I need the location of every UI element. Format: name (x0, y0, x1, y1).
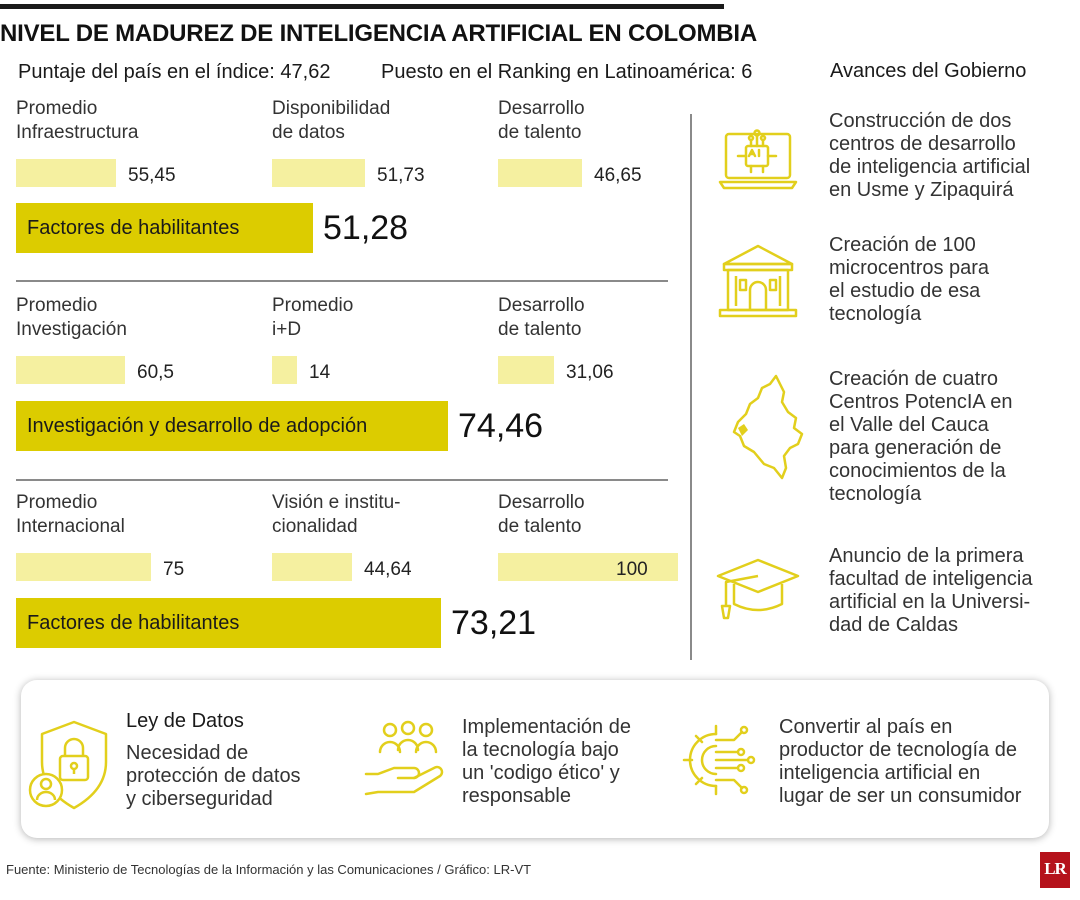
government-item-4: Anuncio de la primera facultad de inteli… (829, 545, 1033, 636)
total-bar: Investigación y desarrollo de adopción (16, 401, 448, 451)
country-score: Puntaje del país en el índice: 47,62 (18, 61, 331, 83)
item-bar (498, 159, 582, 187)
producer-text: Convertir al país en productor de tecnol… (779, 716, 1022, 807)
item-value: 60,5 (137, 362, 174, 383)
government-item-2: Creación de 100 microcentros para el est… (829, 234, 990, 325)
item-label: Desarrollo de talento (498, 98, 585, 143)
item-label: Promedio Internacional (16, 492, 125, 537)
item-value: 31,06 (566, 362, 614, 383)
data-protection-icon (28, 720, 108, 810)
item-label: Promedio Investigación (16, 295, 127, 340)
graduation-cap-icon (716, 558, 800, 620)
group-divider (16, 479, 668, 481)
total-label: Factores de habilitantes (27, 217, 240, 239)
total-value: 51,28 (323, 209, 409, 247)
policy-panel (21, 680, 1049, 838)
lr-logo: LR (1040, 852, 1070, 888)
item-label: Visión e institu- cionalidad (272, 492, 401, 537)
total-bar: Factores de habilitantes (16, 203, 313, 253)
item-label: Promedio Infraestructura (16, 98, 139, 143)
ethics-text: Implementación de la tecnología bajo un … (462, 716, 631, 807)
top-rule (0, 4, 724, 9)
item-bar (16, 356, 125, 384)
item-bar (16, 159, 116, 187)
item-label: Desarrollo de talento (498, 295, 585, 340)
item-value: 14 (309, 362, 331, 383)
item-bar (498, 356, 554, 384)
item-bar (498, 553, 678, 581)
item-bar (272, 356, 297, 384)
tech-producer-gear-icon (682, 724, 756, 796)
law-title: Ley de Datos (126, 710, 244, 732)
page-title: NIVEL DE MADUREZ DE INTELIGENCIA ARTIFIC… (0, 20, 758, 47)
total-label: Factores de habilitantes (27, 612, 240, 634)
item-value: 51,73 (377, 165, 425, 186)
government-title: Avances del Gobierno (830, 60, 1027, 82)
law-text: Necesidad de protección de datos y ciber… (126, 742, 301, 810)
source-note: Fuente: Ministerio de Tecnologías de la … (6, 862, 532, 877)
group-divider (16, 280, 668, 282)
item-label: Desarrollo de talento (498, 492, 585, 537)
government-item-1: Construcción de dos centros de desarroll… (829, 110, 1031, 201)
total-value: 74,46 (458, 407, 544, 445)
total-bar: Factores de habilitantes (16, 598, 441, 648)
column-divider (690, 114, 692, 660)
item-bar (16, 553, 151, 581)
item-value: 44,64 (364, 559, 412, 580)
item-bar (272, 159, 365, 187)
item-label: Disponibilidad de datos (272, 98, 391, 143)
item-value: 46,65 (594, 165, 642, 186)
item-label: Promedio i+D (272, 295, 354, 340)
ethics-hand-people-icon (364, 720, 444, 796)
item-bar (272, 553, 352, 581)
colombia-map-icon (732, 374, 804, 480)
government-item-3: Creación de cuatro Centros PotencIA en e… (829, 368, 1013, 505)
total-value: 73,21 (451, 604, 537, 642)
item-value: 100 (616, 559, 648, 580)
ai-laptop-icon (718, 129, 798, 190)
item-value: 75 (163, 559, 185, 580)
total-label: Investigación y desarrollo de adopción (27, 415, 368, 437)
ranking-position: Puesto en el Ranking en Latinoamérica: 6 (381, 61, 753, 83)
item-value: 55,45 (128, 165, 176, 186)
building-icon (718, 244, 798, 318)
